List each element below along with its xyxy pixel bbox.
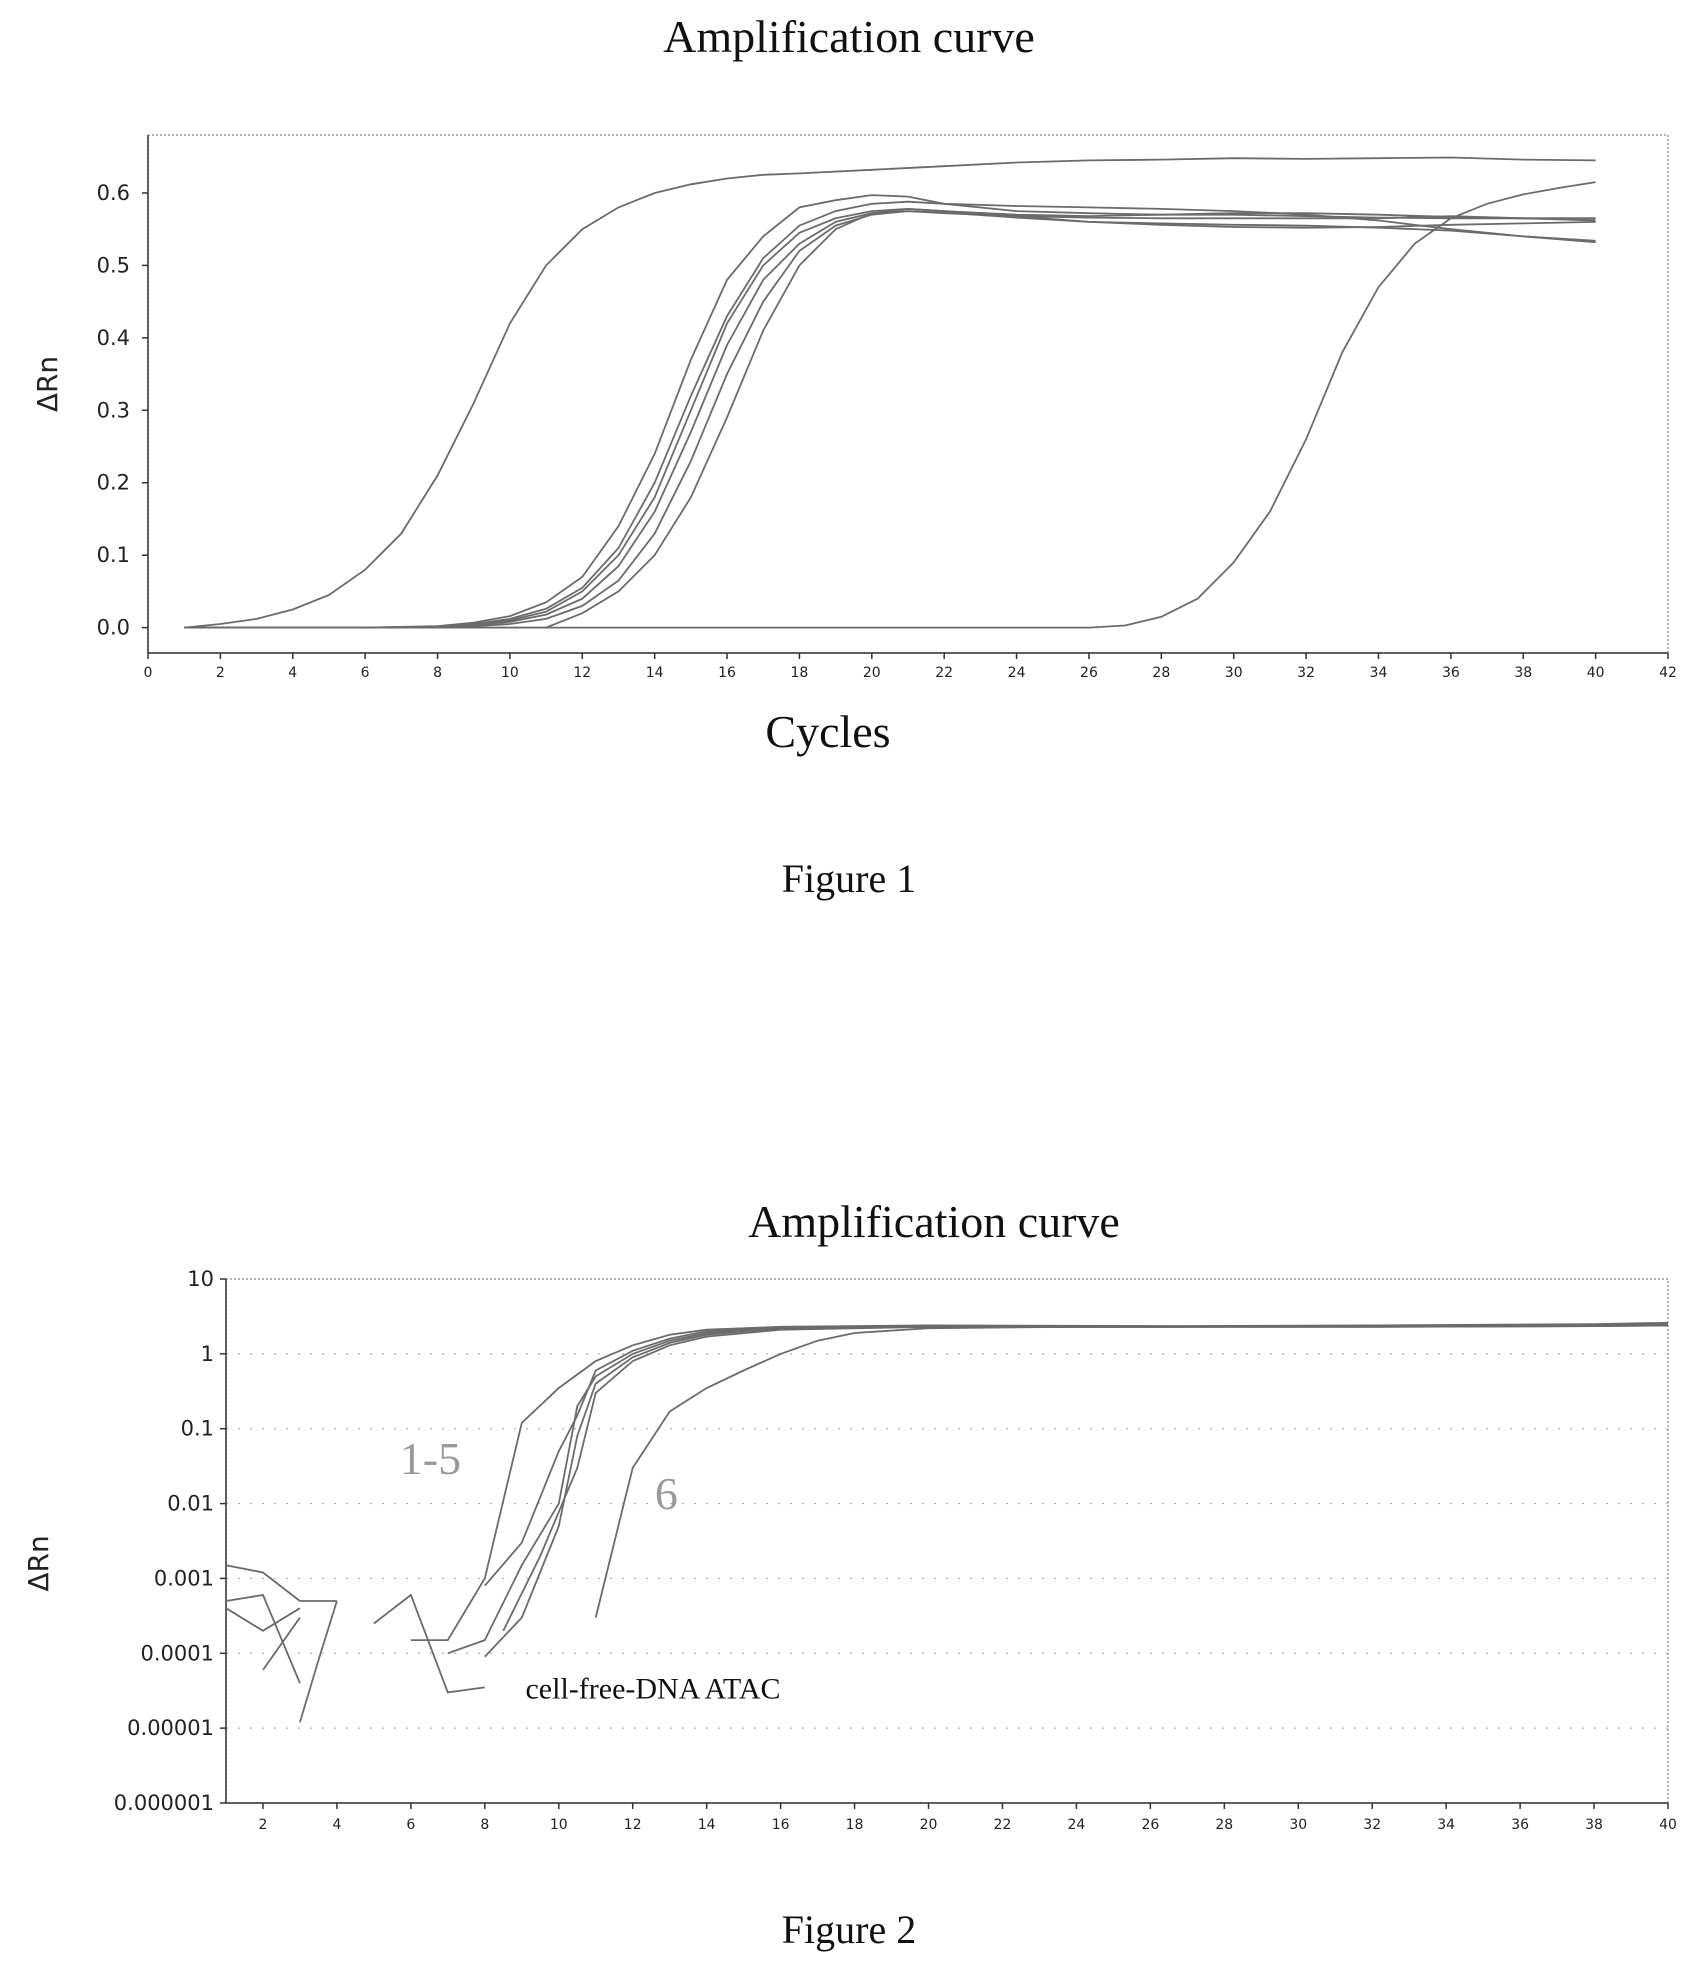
x-tick-label: 2 [216, 665, 225, 681]
y-tick-label: 0.5 [97, 253, 130, 277]
x-tick-label: 40 [1659, 1817, 1677, 1833]
amplification-curve-13 [594, 1324, 1669, 1618]
x-tick-label: 18 [791, 665, 809, 681]
amplification-curve-3 [225, 1607, 301, 1632]
x-tick-label: 22 [935, 665, 953, 681]
y-tick-label: 0.6 [97, 181, 130, 205]
x-tick-label: 38 [1514, 665, 1532, 681]
x-tick-label: 6 [361, 665, 370, 681]
x-tick-label: 14 [698, 1817, 716, 1833]
x-tick-label: 6 [406, 1817, 415, 1833]
x-tick-label: 26 [1080, 665, 1098, 681]
y-tick-label: 0.2 [97, 471, 130, 495]
x-tick-label: 0 [144, 665, 153, 681]
x-tick-label: 20 [920, 1817, 938, 1833]
amplification-curve-4 [262, 1617, 301, 1671]
annotation-cell-free-dna-atac: cell-free-DNA ATAC [525, 1672, 780, 1705]
x-tick-label: 2 [259, 1817, 268, 1833]
x-tick-label: 18 [846, 1817, 864, 1833]
amplification-curve-1 [225, 1564, 301, 1602]
x-tick-label: 42 [1659, 665, 1677, 681]
x-tick-label: 20 [863, 665, 881, 681]
y-tick-label: 0.1 [181, 1417, 214, 1441]
x-tick-label: 36 [1442, 665, 1460, 681]
amplification-curve-7 [184, 207, 1596, 629]
x-tick-label: 28 [1215, 1817, 1233, 1833]
x-tick-label: 38 [1585, 1817, 1603, 1833]
x-tick-label: 32 [1297, 665, 1315, 681]
y-tick-label: 0.3 [97, 398, 130, 422]
x-tick-label: 4 [288, 665, 297, 681]
x-tick-label: 16 [718, 665, 736, 681]
figure2-caption: Figure 2 [781, 1907, 917, 1952]
x-tick-label: 36 [1511, 1817, 1529, 1833]
amplification-curve-4 [184, 207, 1596, 629]
x-tick-label: 30 [1225, 665, 1243, 681]
y-tick-label: 0.0001 [141, 1641, 214, 1665]
figure1-title: Amplification curve [663, 11, 1035, 62]
x-tick-label: 28 [1152, 665, 1170, 681]
amplification-curve-3 [184, 200, 1596, 629]
x-tick-label: 22 [994, 1817, 1012, 1833]
amplification-curve-7 [373, 1593, 485, 1694]
x-tick-label: 10 [501, 665, 519, 681]
amplification-curve-11 [484, 1321, 1669, 1587]
amplification-curve-6 [184, 210, 1596, 629]
x-tick-label: 4 [332, 1817, 341, 1833]
annotation-6: 6 [655, 1468, 678, 1519]
x-tick-label: 40 [1587, 665, 1605, 681]
amplification-curve-12 [502, 1323, 1669, 1632]
x-tick-label: 12 [624, 1817, 642, 1833]
amplification-curve-2 [225, 1593, 301, 1684]
y-tick-label: 0.00001 [127, 1716, 214, 1740]
x-tick-label: 8 [480, 1817, 489, 1833]
y-tick-label: 1 [201, 1342, 214, 1366]
plot-frame [147, 134, 1669, 654]
x-tick-label: 30 [1289, 1817, 1307, 1833]
figure2-title: Amplification curve [748, 1196, 1120, 1247]
x-tick-label: 14 [646, 665, 664, 681]
y-tick-label: 0.01 [167, 1492, 214, 1516]
plot-frame [225, 1278, 1669, 1804]
y-tick-label: 0.0 [97, 616, 130, 640]
x-tick-label: 24 [1067, 1817, 1085, 1833]
x-tick-label: 8 [433, 665, 442, 681]
amplification-curve-5 [184, 210, 1596, 629]
x-tick-label: 32 [1363, 1817, 1381, 1833]
y-axis-label: ΔRn [31, 356, 64, 412]
annotation-1-5: 1-5 [400, 1433, 461, 1484]
amplification-curve-5 [299, 1600, 338, 1723]
y-tick-label: 0.000001 [114, 1791, 214, 1815]
x-tick-label: 34 [1370, 665, 1388, 681]
x-tick-label: 12 [573, 665, 591, 681]
amplification-curve-8 [410, 1324, 1669, 1641]
x-axis-label: Cycles [765, 706, 890, 757]
y-tick-label: 10 [187, 1267, 214, 1291]
y-axis-label: ΔRn [22, 1535, 55, 1591]
amplification-curve-1 [184, 156, 1596, 629]
figure1-caption: Figure 1 [781, 856, 917, 901]
figure1-chart: 0.00.10.20.30.40.50.60 2 4 6 8 10 12 14 16 18 20 22… [31, 134, 1677, 757]
x-tick-label: 34 [1437, 1817, 1455, 1833]
amplification-curve-8 [184, 181, 1596, 629]
x-tick-label: 16 [772, 1817, 790, 1833]
y-tick-label: 0.001 [154, 1566, 214, 1590]
y-tick-label: 0.4 [97, 326, 130, 350]
y-tick-label: 0.1 [97, 543, 130, 567]
amplification-curve-9 [447, 1323, 1669, 1655]
x-tick-label: 26 [1141, 1817, 1159, 1833]
x-tick-label: 24 [1008, 665, 1026, 681]
amplification-curve-2 [184, 194, 1596, 629]
x-tick-label: 10 [550, 1817, 568, 1833]
